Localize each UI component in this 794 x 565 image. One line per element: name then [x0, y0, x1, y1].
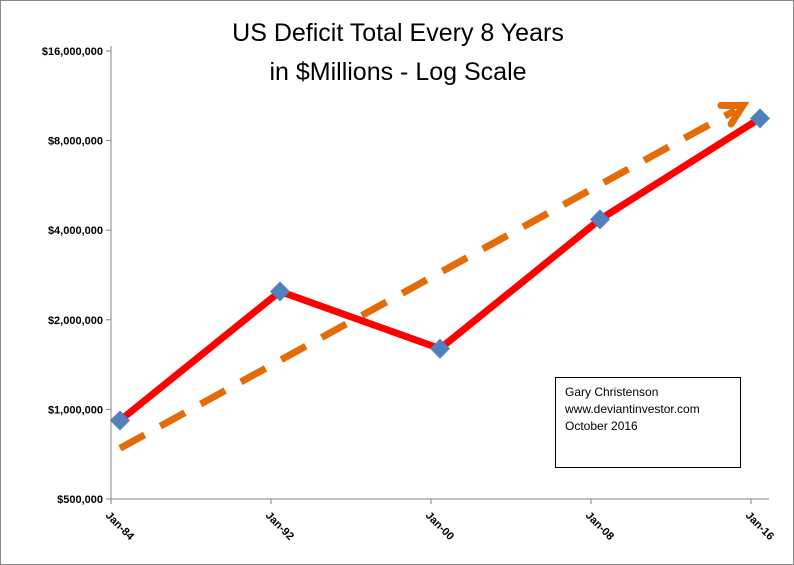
y-tick-label: $8,000,000 — [48, 136, 103, 148]
trend-arrow-line — [118, 107, 737, 452]
x-tick-label: Jan-92 — [263, 510, 296, 543]
annotation-author: Gary Christenson — [565, 385, 659, 399]
y-tick-label: $4,000,000 — [48, 225, 103, 237]
annotation-box: Gary Christenson www.deviantinvestor.com… — [555, 377, 741, 468]
data-point-marker — [750, 108, 770, 129]
data-point-marker — [430, 338, 450, 359]
y-tick-label: $16,000,000 — [42, 46, 103, 58]
series-line — [117, 115, 762, 424]
data-point-marker — [270, 281, 290, 302]
x-tick-label: Jan-16 — [743, 510, 776, 543]
data-point-marker — [590, 209, 610, 230]
x-tick-label: Jan-84 — [103, 510, 137, 544]
annotation-date: October 2016 — [565, 419, 638, 433]
y-tick-label: $2,000,000 — [48, 315, 103, 327]
annotation-website: www.deviantinvestor.com — [565, 402, 700, 416]
x-tick-label: Jan-00 — [423, 510, 456, 543]
y-tick-label: $500,000 — [57, 494, 103, 506]
x-tick-label: Jan-08 — [583, 510, 616, 543]
chart-title-line-1: US Deficit Total Every 8 Years — [232, 19, 564, 47]
data-point-marker — [110, 410, 130, 431]
y-tick-label: $1,000,000 — [48, 404, 103, 416]
trend-arrow-head — [717, 101, 750, 128]
chart-title-line-2: in $Millions - Log Scale — [269, 58, 526, 86]
